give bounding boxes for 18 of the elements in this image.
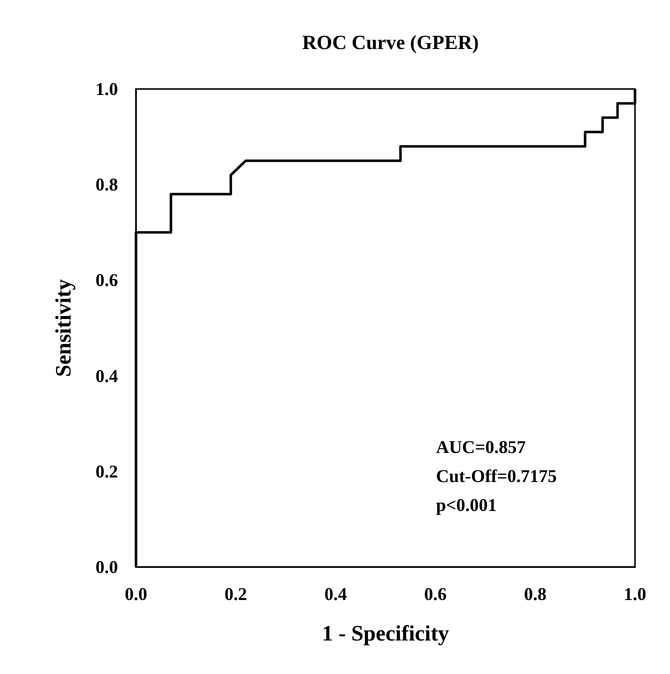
y-tick-label: 0.6 [96,270,118,290]
annotation: Cut-Off=0.7175 [436,466,557,486]
x-tick-label: 0.4 [324,584,347,604]
y-tick-label: 0.8 [96,174,118,195]
x-tick-label: 0.0 [124,584,148,604]
y-tick-label: 0.4 [96,366,118,386]
x-tick-label: 0.6 [424,584,447,604]
chart-title: ROC Curve (GPER) [302,32,479,54]
annotation: p<0.001 [436,495,497,515]
y-tick-label: 0.2 [96,461,118,482]
y-tick-label: 1.0 [96,79,118,99]
x-axis-title: 1 - Specificity [322,620,450,646]
y-tick-label: 0.0 [96,557,118,577]
annotation: AUC=0.857 [436,437,526,457]
x-tick-label: 1.0 [624,584,646,604]
x-tick-label: 0.8 [524,584,546,604]
y-axis-title: Sensitivity [50,279,76,377]
x-tick-label: 0.2 [224,584,248,604]
